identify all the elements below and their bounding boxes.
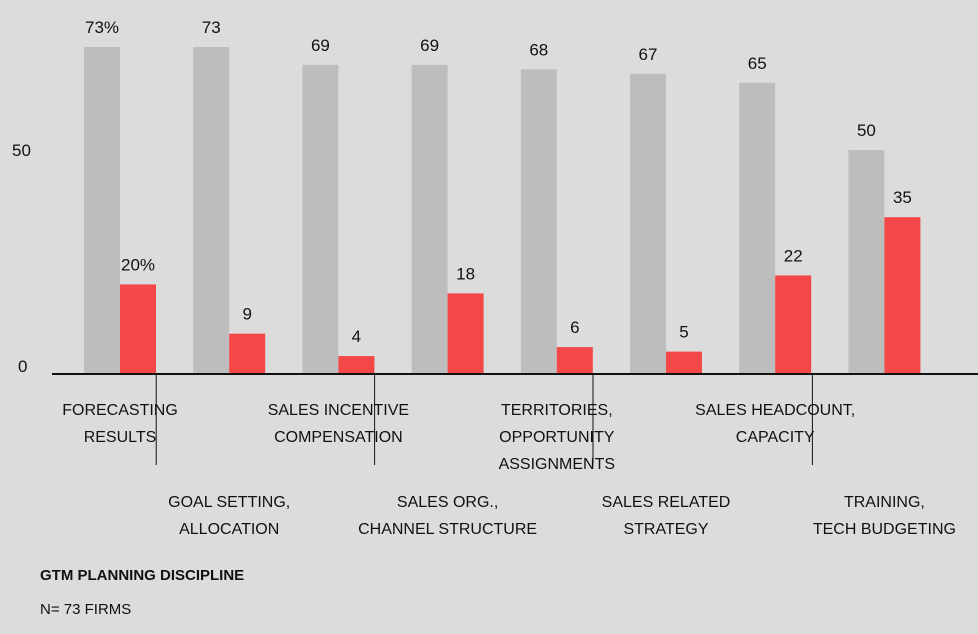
value-label-red-5: 5 bbox=[679, 323, 688, 342]
value-label-gray-1: 73 bbox=[202, 18, 221, 37]
category-label-0-line-0: FORECASTING bbox=[62, 402, 178, 419]
bar-red-6 bbox=[775, 275, 812, 374]
bar-red-1 bbox=[229, 333, 266, 374]
value-label-gray-0: 73% bbox=[85, 18, 119, 37]
value-label-red-2: 4 bbox=[352, 327, 361, 346]
value-label-red-1: 9 bbox=[242, 305, 251, 324]
value-label-red-3: 18 bbox=[456, 264, 475, 283]
category-label-2-line-1: COMPENSATION bbox=[274, 429, 403, 446]
category-label-7-line-0: TRAINING, bbox=[844, 494, 925, 511]
bar-red-5 bbox=[666, 351, 702, 374]
bar-red-0 bbox=[120, 284, 156, 374]
bar-gray-3 bbox=[411, 64, 448, 374]
category-label-3-line-1: CHANNEL STRUCTURE bbox=[358, 521, 537, 538]
value-label-red-4: 6 bbox=[570, 318, 579, 337]
category-label-7-line-1: TECH BUDGETING bbox=[813, 521, 956, 538]
bar-gray-6 bbox=[739, 82, 776, 374]
value-label-red-6: 22 bbox=[784, 246, 803, 265]
category-label-6-line-0: SALES HEADCOUNT, bbox=[695, 402, 855, 419]
category-label-2-line-0: SALES INCENTIVE bbox=[268, 402, 409, 419]
bar-gray-0 bbox=[84, 47, 120, 374]
category-label-1-line-1: ALLOCATION bbox=[179, 521, 279, 538]
y-tick-label-50: 50 bbox=[12, 141, 31, 160]
value-label-gray-4: 68 bbox=[529, 40, 548, 59]
category-label-4-line-0: TERRITORIES, bbox=[501, 402, 613, 419]
value-label-red-0: 20% bbox=[121, 255, 155, 274]
bar-gray-2 bbox=[302, 64, 339, 374]
chart-footer-note: N= 73 FIRMS bbox=[40, 601, 132, 618]
value-label-gray-2: 69 bbox=[311, 36, 330, 55]
y-tick-label-0: 0 bbox=[18, 357, 27, 376]
value-label-gray-7: 50 bbox=[857, 121, 876, 140]
category-label-1-line-0: GOAL SETTING, bbox=[168, 494, 290, 511]
bar-red-4 bbox=[556, 347, 593, 374]
bar-gray-1 bbox=[193, 47, 230, 374]
value-label-gray-3: 69 bbox=[420, 36, 439, 55]
bar-gray-4 bbox=[520, 69, 557, 374]
bar-red-2 bbox=[338, 356, 375, 374]
bar-gray-5 bbox=[630, 73, 666, 374]
value-label-gray-5: 67 bbox=[639, 45, 658, 64]
bar-red-7 bbox=[884, 217, 921, 374]
chart-footer-title: GTM PLANNING DISCIPLINE bbox=[40, 567, 245, 584]
category-label-3-line-0: SALES ORG., bbox=[397, 494, 498, 511]
category-label-0-line-1: RESULTS bbox=[84, 429, 157, 446]
category-label-4-line-2: ASSIGNMENTS bbox=[499, 456, 615, 473]
category-label-5-line-0: SALES RELATED bbox=[602, 494, 731, 511]
category-label-4-line-1: OPPORTUNITY bbox=[499, 429, 615, 446]
category-label-6-line-1: CAPACITY bbox=[736, 429, 815, 446]
value-label-gray-6: 65 bbox=[748, 54, 767, 73]
bar-gray-7 bbox=[848, 150, 885, 374]
bar-red-3 bbox=[447, 293, 484, 374]
value-label-red-7: 35 bbox=[893, 188, 912, 207]
category-label-5-line-1: STRATEGY bbox=[623, 521, 708, 538]
